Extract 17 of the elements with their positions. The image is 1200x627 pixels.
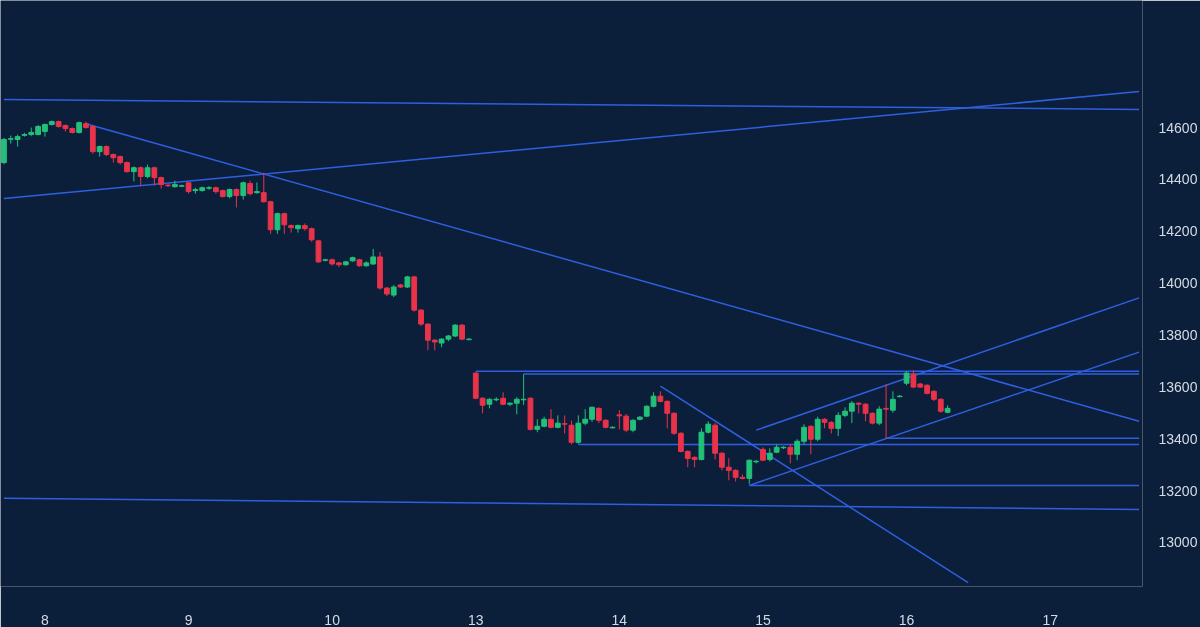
y-tick-label: 14400: [1158, 171, 1198, 188]
x-tick-label: 10: [324, 611, 341, 627]
x-tick-label: 17: [1042, 611, 1059, 627]
y-tick-label: 14600: [1158, 119, 1198, 136]
y-tick-label: 13600: [1158, 378, 1198, 395]
y-tick-label: 13400: [1158, 430, 1198, 447]
x-tick-label: 9: [184, 611, 193, 627]
y-tick-label: 13000: [1158, 534, 1198, 551]
x-tick-label: 16: [898, 611, 915, 627]
y-tick-label: 14000: [1158, 275, 1198, 292]
y-tick-label: 13800: [1158, 326, 1198, 343]
y-tick-label: 13200: [1158, 482, 1198, 499]
x-tick-label: 8: [41, 611, 50, 627]
y-tick-label: 14200: [1158, 223, 1198, 240]
x-tick-label: 15: [755, 611, 771, 627]
x-tick-label: 13: [467, 611, 484, 627]
x-tick-label: 14: [611, 611, 628, 627]
